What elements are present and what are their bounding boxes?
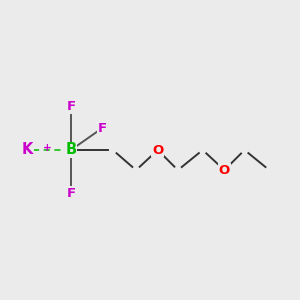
Text: F: F	[66, 100, 76, 113]
Text: F: F	[66, 187, 76, 200]
Text: B: B	[65, 142, 76, 158]
Text: F: F	[98, 122, 106, 135]
Text: O: O	[219, 164, 230, 177]
Text: O: O	[152, 143, 164, 157]
Text: +: +	[43, 143, 52, 154]
Text: K: K	[22, 142, 33, 158]
